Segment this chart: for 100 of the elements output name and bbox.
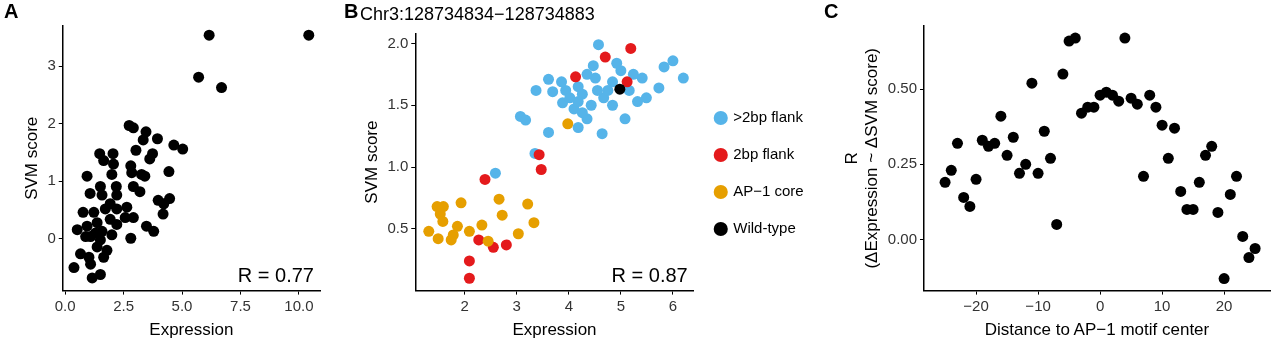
point: [587, 60, 599, 72]
point: [1144, 89, 1156, 101]
point: [533, 149, 545, 161]
point: [512, 228, 524, 240]
point: [1057, 68, 1069, 80]
legend-label: Wild-type: [733, 219, 796, 237]
y-tick-label: 2: [47, 113, 56, 131]
y-tick-label: 2.0: [387, 33, 409, 51]
point: [607, 76, 619, 88]
y-tick-label: 0.50: [887, 79, 917, 97]
x-tick-label: 4: [564, 296, 573, 314]
point: [667, 55, 679, 67]
point: [556, 76, 568, 88]
point: [596, 128, 608, 140]
point: [496, 209, 508, 221]
point: [581, 68, 593, 80]
legend-label: 2bp flank: [733, 145, 795, 163]
point: [589, 72, 601, 84]
x-tick-label: 6: [668, 296, 678, 314]
x-tick-label: 10: [1153, 296, 1171, 314]
x-tick-label: 5.0: [171, 296, 193, 314]
point: [476, 219, 488, 231]
legend-label: >2bp flank: [733, 108, 804, 126]
point: [970, 173, 982, 185]
text: B: [344, 0, 359, 22]
point: [607, 99, 619, 111]
point: [1032, 167, 1044, 179]
point: [572, 122, 584, 133]
point: [1162, 152, 1174, 164]
point: [989, 137, 1001, 149]
x-tick-label: 0.0: [54, 296, 76, 314]
point: [939, 176, 951, 188]
point: [592, 39, 604, 51]
x-tick-label: −10: [1025, 296, 1051, 314]
point: [653, 82, 665, 94]
point: [627, 68, 639, 80]
y-axis-title: SVM score: [21, 116, 41, 200]
point: [1237, 230, 1249, 242]
point: [535, 164, 547, 176]
point: [479, 173, 491, 185]
point: [640, 92, 652, 104]
point: [447, 229, 459, 241]
annotation: R = 0.77: [237, 264, 314, 287]
point: [473, 234, 485, 246]
point: [576, 107, 588, 119]
point: [530, 84, 542, 96]
point: [614, 83, 626, 95]
point: [520, 114, 532, 126]
x-axis-title: Distance to AP−1 motif center: [984, 320, 1210, 340]
point: [677, 72, 689, 84]
point: [564, 92, 576, 104]
point: [455, 197, 467, 209]
point: [945, 164, 957, 176]
x-axis-title: Expression: [512, 320, 597, 340]
point: [1249, 243, 1261, 255]
x-axis-title: Expression: [149, 320, 234, 340]
point: [543, 73, 555, 85]
point: [619, 113, 631, 125]
x-tick-label: 5: [616, 296, 626, 314]
y-tick-label: 0.25: [887, 154, 917, 172]
point: [1200, 149, 1212, 161]
point: [1013, 167, 1025, 179]
point: [1212, 206, 1224, 218]
point: [1119, 32, 1131, 44]
point: [1131, 98, 1143, 110]
point: [625, 42, 637, 54]
point: [1020, 158, 1032, 170]
point: [562, 118, 574, 130]
point: [482, 235, 494, 247]
point: [570, 71, 582, 83]
chart-title: Chr3:128734834−128734883: [360, 3, 595, 24]
point: [1007, 131, 1019, 143]
point: [951, 137, 963, 149]
text: A: [4, 0, 19, 22]
y-axis-title: R (ΔExpression ~ ΔSVM score): [841, 47, 882, 269]
point: [451, 220, 463, 232]
point: [599, 51, 611, 63]
point: [1169, 122, 1181, 134]
x-tick-label: 3: [512, 296, 521, 314]
point: [1001, 149, 1013, 161]
y-tick-label: 3: [47, 56, 56, 74]
x-tick-label: 0: [1095, 296, 1105, 314]
point: [463, 255, 475, 267]
point: [432, 233, 444, 245]
y-tick-label: 0.5: [387, 218, 409, 236]
point: [658, 61, 670, 73]
y-tick-label: 0: [47, 228, 56, 246]
point: [1044, 152, 1056, 164]
point: [572, 96, 584, 108]
x-tick-label: 20: [1215, 296, 1233, 314]
y-tick-label: 1.0: [387, 157, 409, 175]
y-tick-label: 1: [47, 171, 56, 189]
point: [591, 84, 603, 96]
point: [1156, 119, 1168, 131]
point: [632, 96, 644, 108]
point: [585, 99, 597, 111]
y-tick-label: 1.5: [387, 95, 409, 113]
point: [1193, 176, 1205, 188]
point: [1206, 140, 1218, 152]
point: [1069, 32, 1081, 44]
